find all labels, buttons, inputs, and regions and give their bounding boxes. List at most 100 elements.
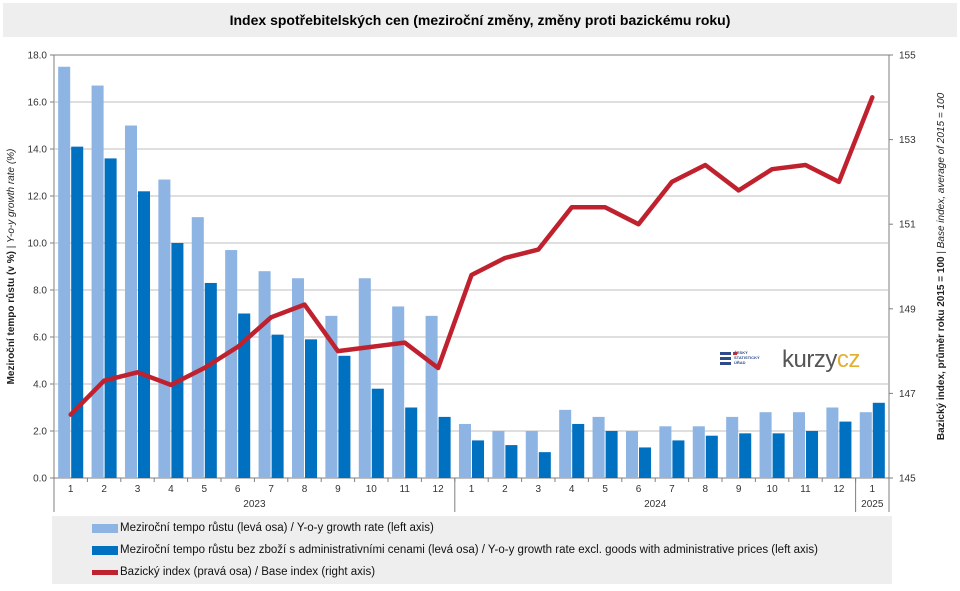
bar-growth-rate [291, 278, 304, 478]
y-right-tick-label: 151 [899, 220, 916, 231]
x-tick-label: 3 [536, 484, 542, 495]
x-tick-label: 11 [800, 484, 811, 495]
bar-growth-rate [58, 66, 71, 478]
bar-growth-rate [859, 412, 872, 478]
legend-label-growth-rate: Meziroční tempo růstu (levá osa) / Y-o-y… [120, 522, 434, 534]
csu-logo-line-1: ČESKÝ [734, 350, 748, 355]
csu-logo-line-3: ÚŘAD [734, 360, 746, 365]
x-tick-label: 6 [636, 484, 642, 495]
legend-item-growth-rate-excl: Meziroční tempo růstu bez zboží s admini… [92, 541, 818, 559]
bar-growth-rate [225, 250, 238, 478]
x-tick-label: 10 [366, 484, 378, 495]
x-tick-label: 5 [202, 484, 208, 495]
bar-growth-rate-excl [538, 452, 551, 478]
bar-growth-rate-excl [605, 431, 618, 478]
y-right-tick-label: 145 [899, 474, 916, 485]
bar-growth-rate-excl [872, 402, 885, 478]
chart-title: Index spotřebitelských cen (meziroční zm… [229, 12, 731, 28]
bar-growth-rate-excl [806, 431, 819, 478]
x-tick-label: 1 [469, 484, 475, 495]
bar-growth-rate [492, 431, 505, 478]
y-left-tick-label: 18.0 [28, 51, 48, 62]
legend-label-growth-rate-excl: Meziroční tempo růstu bez zboží s admini… [120, 544, 818, 556]
legend-item-growth-rate: Meziroční tempo růstu (levá osa) / Y-o-y… [92, 519, 434, 537]
y-left-tick-label: 4.0 [33, 380, 47, 391]
bar-growth-rate [124, 125, 137, 478]
bar-growth-rate [759, 412, 772, 478]
x-tick-label: 3 [135, 484, 141, 495]
csu-logo-line-2: STATISTICKÝ [734, 355, 760, 360]
x-tick-label: 9 [736, 484, 742, 495]
y-right-axis-title-italic: Base index, average of 2015 = 100 [936, 92, 947, 248]
x-tick-label: 1 [68, 484, 74, 495]
bar-growth-rate [659, 426, 672, 478]
bar-growth-rate-excl [772, 433, 785, 478]
bar-growth-rate [826, 407, 839, 478]
bar-growth-rate-excl [739, 433, 752, 478]
legend-swatch-base-index [92, 569, 118, 575]
bar-growth-rate [792, 412, 805, 478]
bar-growth-rate-excl [238, 313, 251, 478]
bar-growth-rate-excl [305, 339, 318, 478]
kurzy-logo-main: kurzy [782, 346, 837, 373]
x-tick-label: 2 [101, 484, 107, 495]
bar-growth-rate [425, 315, 438, 478]
bar-growth-rate-excl [405, 407, 418, 478]
bar-growth-rate-excl [171, 243, 184, 478]
bar-growth-rate [325, 315, 338, 478]
x-tick-label: 11 [400, 484, 411, 495]
bar-growth-rate-excl [839, 421, 852, 478]
y-left-axis-title-italic: Y-o-y growth rate (%) [6, 149, 17, 243]
bar-growth-rate [559, 409, 572, 478]
x-tick-label: 2 [502, 484, 508, 495]
bar-growth-rate [191, 217, 204, 478]
x-tick-label: 4 [569, 484, 575, 495]
y-left-tick-label: 10.0 [28, 239, 48, 250]
bar-growth-rate [625, 431, 638, 478]
bar-growth-rate-excl [505, 445, 518, 478]
legend-swatch-growth-rate [92, 523, 118, 533]
bar-growth-rate-excl [572, 423, 585, 478]
bar-growth-rate [525, 431, 538, 478]
y-left-tick-label: 2.0 [33, 427, 47, 438]
x-tick-label: 7 [669, 484, 675, 495]
bar-growth-rate [392, 306, 405, 478]
y-left-tick-label: 6.0 [33, 333, 47, 344]
y-right-tick-label: 153 [899, 135, 916, 146]
y-left-tick-label: 0.0 [33, 474, 47, 485]
x-tick-label: 5 [602, 484, 608, 495]
legend-swatch-growth-rate-excl [92, 545, 118, 555]
bar-growth-rate-excl [438, 416, 451, 478]
x-tick-label: 6 [235, 484, 241, 495]
x-tick-label: 8 [703, 484, 709, 495]
bar-growth-rate [592, 416, 605, 478]
x-tick-label: 1 [870, 484, 876, 495]
y-right-tick-label: 147 [899, 389, 916, 400]
bar-growth-rate [158, 179, 171, 479]
csu-logo-icon: ČESKÝ STATISTICKÝ ÚŘAD [720, 350, 760, 370]
bar-growth-rate-excl [104, 158, 117, 478]
bar-growth-rate-excl [338, 355, 351, 478]
y-left-tick-label: 14.0 [28, 145, 48, 156]
bar-growth-rate-excl [672, 440, 685, 478]
y-left-tick-label: 16.0 [28, 98, 48, 109]
kurzy-logo-accent: cz [836, 346, 861, 373]
legend-item-base-index: Bazický index (pravá osa) / Base index (… [92, 563, 375, 581]
x-tick-label: 9 [335, 484, 341, 495]
y-left-axis-title-separator: | [6, 243, 17, 251]
bar-growth-rate-excl [472, 440, 485, 478]
bar-growth-rate-excl [639, 447, 652, 478]
x-tick-label: 12 [433, 484, 445, 495]
chart-title-bar: Index spotřebitelských cen (meziroční zm… [3, 3, 957, 37]
y-right-tick-label: 155 [899, 51, 916, 62]
bar-growth-rate [692, 426, 705, 478]
bar-growth-rate [258, 271, 271, 478]
bar-growth-rate-excl [271, 334, 284, 478]
x-tick-label: 4 [168, 484, 174, 495]
x-tick-label: 10 [767, 484, 779, 495]
bar-growth-rate [726, 416, 739, 478]
y-left-tick-label: 12.0 [28, 192, 48, 203]
bar-growth-rate-excl [204, 282, 217, 478]
